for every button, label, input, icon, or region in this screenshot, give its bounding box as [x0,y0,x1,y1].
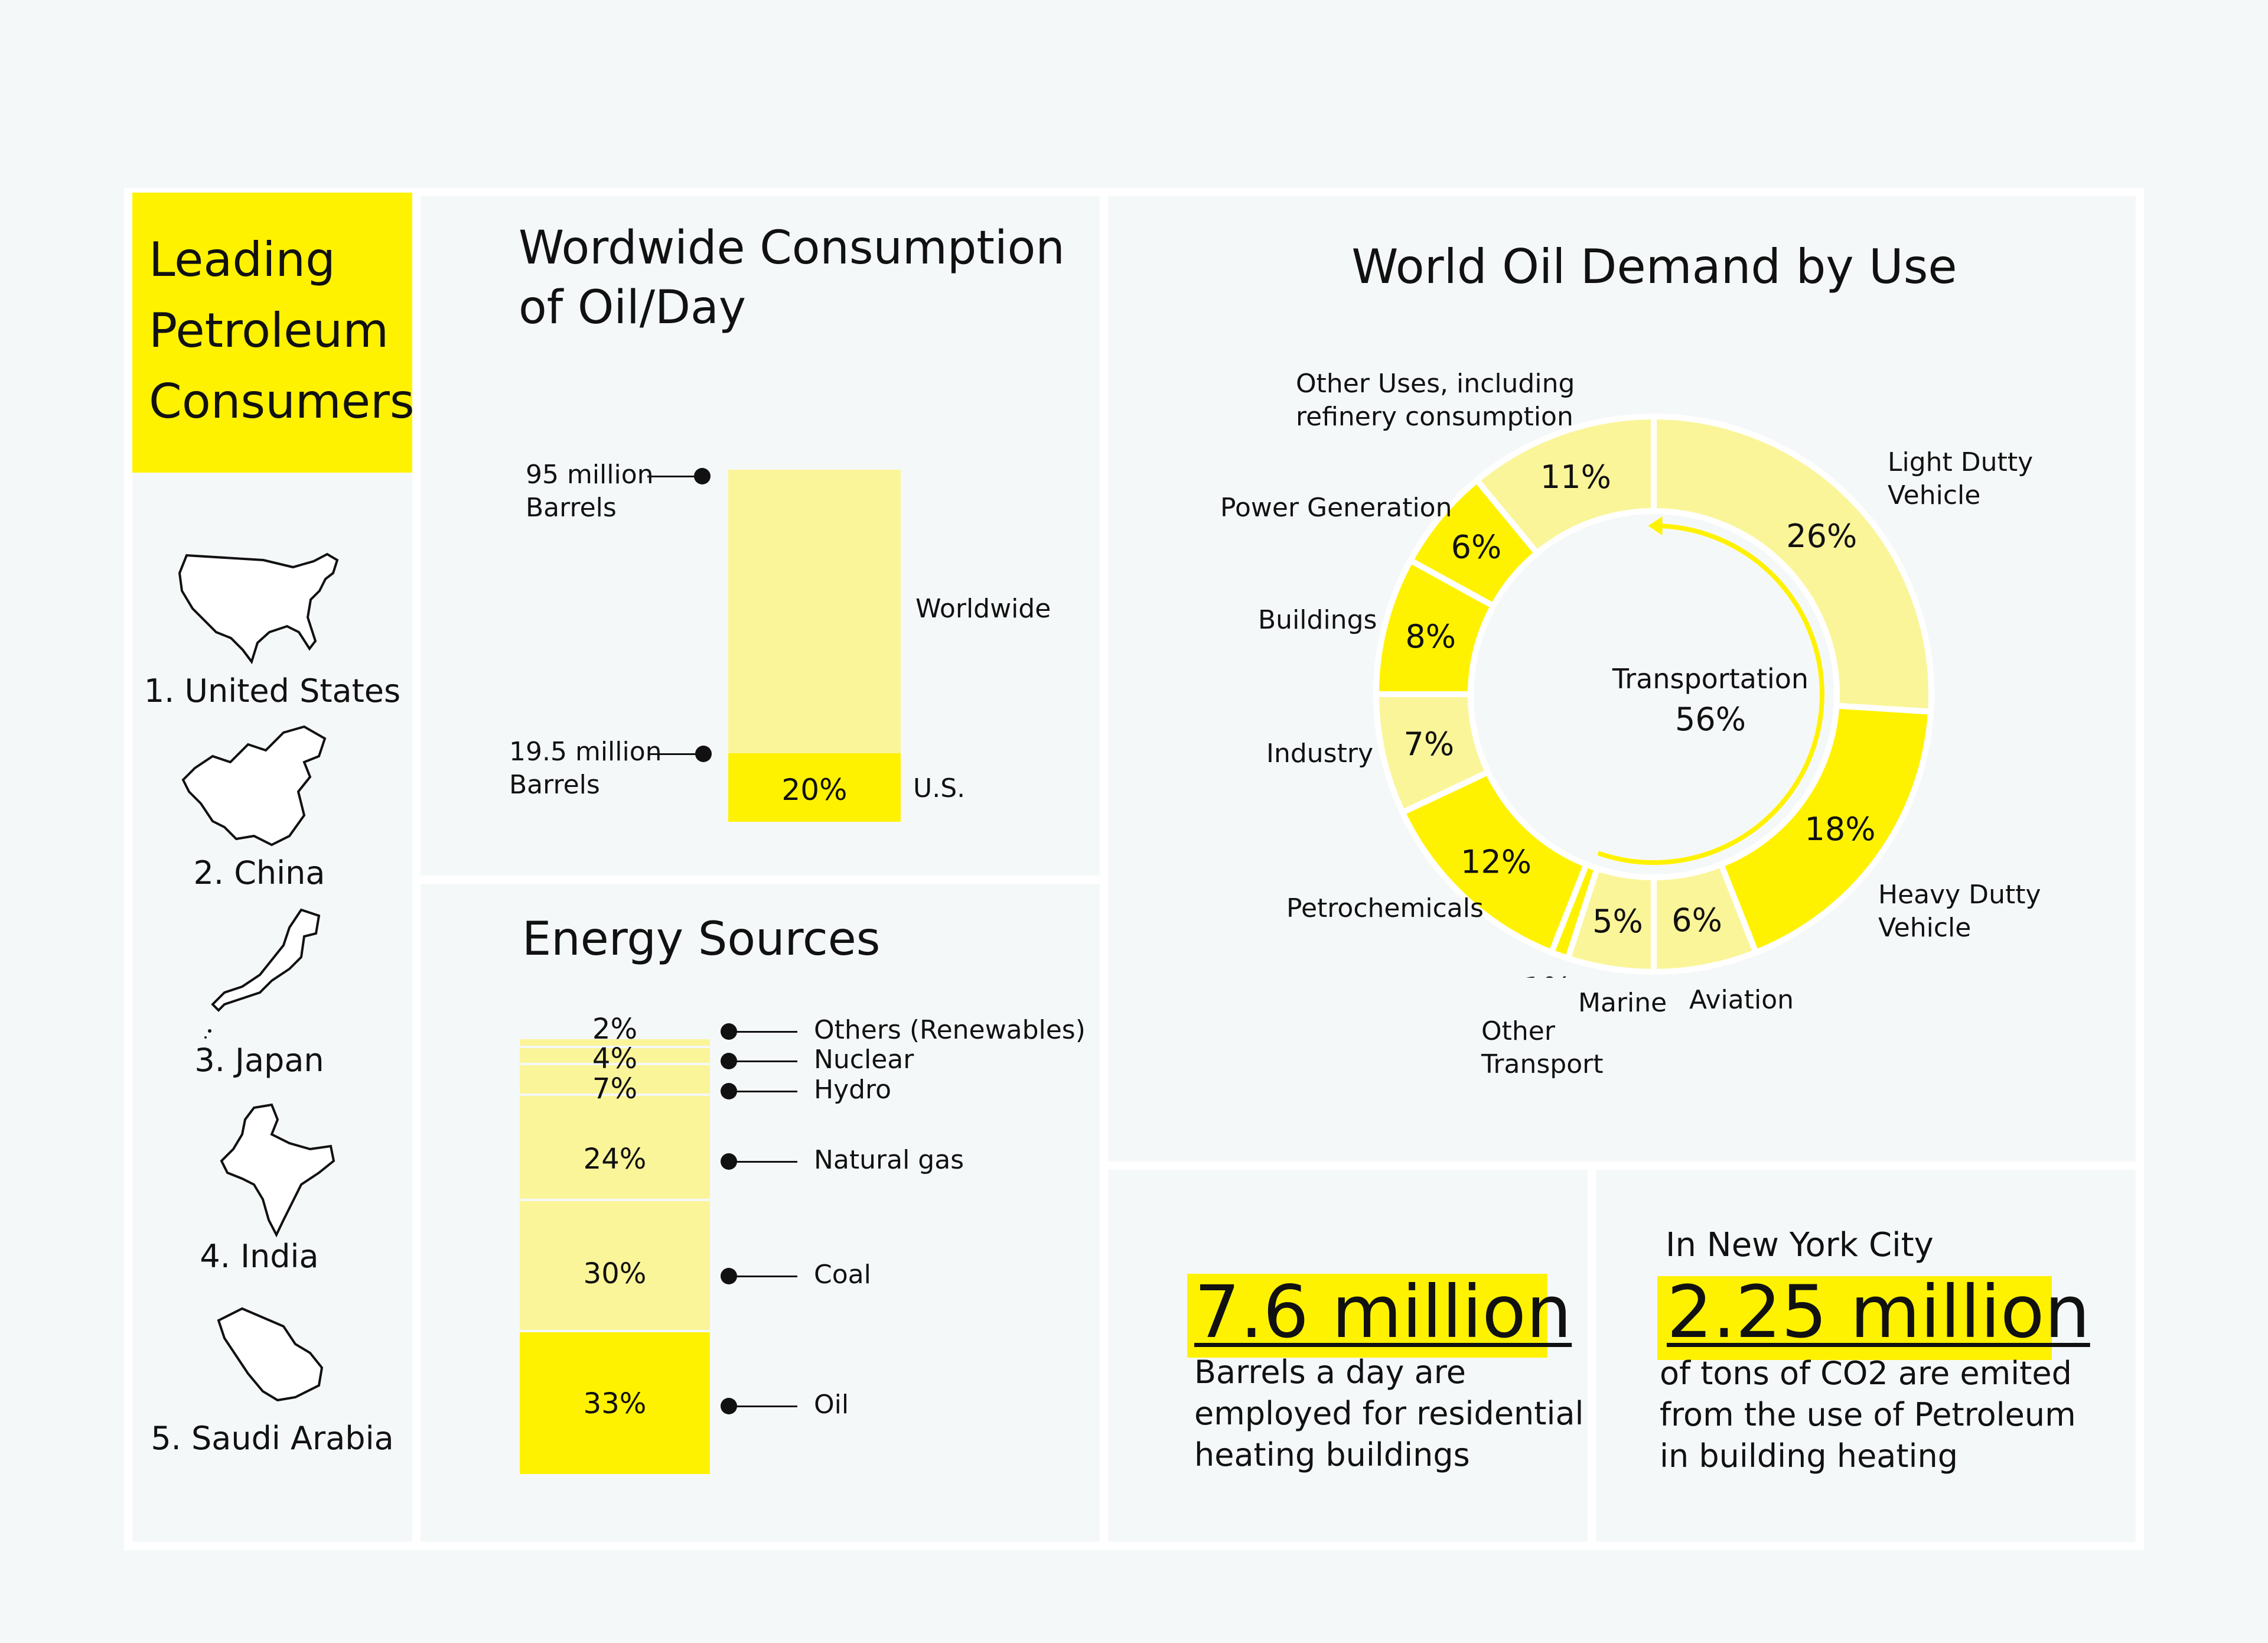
consumer-rank-5: 5. Saudi Arabia [151,1420,394,1457]
label-light-duty: Light Dutty Vehicle [1888,447,2034,511]
consumer-rank-3: 3. Japan [194,1042,324,1079]
energy-legend-label: Oil [814,1390,849,1420]
stat-nyc-highlight [1657,1276,2052,1360]
donut-slice-petrochemicals [1399,768,1591,956]
stat-residential-highlight [1187,1274,1547,1358]
consumers-title-box [132,193,412,473]
donut-slice-marine [1564,864,1657,975]
us-bar [728,753,901,822]
label-power-generation: Power Generation [1220,493,1452,523]
us-leader-dot [695,746,712,762]
label-marine: Marine [1578,988,1667,1018]
divider-right-horizontal [1100,1162,2144,1170]
energy-segment-nuclear [520,1047,710,1063]
energy-segment-value: 24% [583,1143,647,1176]
label-petrochemicals: Petrochemicals [1286,893,1484,923]
transportation-center-label: Transportation [1612,663,1809,695]
worldwide-annotation: 95 million Barrels [526,460,654,523]
energy-segment-coal [520,1200,710,1330]
demand-donut-chart: 26% 18% 6% 5% 1% 12% 7% 8% 6% 11% [1373,413,1934,978]
worldwide-category-label: Worldwide [915,594,1051,624]
energy-leader-line [732,1091,797,1092]
label-heavy-duty: Heavy Dutty Vehicle [1878,880,2041,943]
stat-residential-number: 7.6 million [1194,1270,1572,1354]
india-map-icon [220,1103,335,1238]
energy-segment-natural-gas [520,1096,710,1199]
energy-segment-value: 7% [592,1072,638,1105]
divider-left [412,188,421,1550]
donut-slice-value: 5% [1592,903,1643,940]
label-other-uses: Other Uses, including refinery consumpti… [1296,369,1575,432]
consumption-title: Wordwide Consumption of Oil/Day [519,222,1065,335]
worldwide-bar [728,470,901,753]
energy-legend-label: Hydro [814,1075,892,1105]
consumer-rank-4: 4. India [200,1238,319,1275]
energy-leader-line [732,1276,797,1277]
stat-nyc-text: of tons of CO2 are emited from the use o… [1660,1355,2076,1475]
us-category-label: U.S. [913,773,966,803]
stat-nyc-number: 2.25 million [1667,1270,2090,1354]
donut-slice-buildings [1373,556,1498,697]
donut-slice-value: 7% [1404,725,1455,763]
label-buildings: Buildings [1258,605,1377,635]
energy-segment-hydro [520,1065,710,1094]
energy-title: Energy Sources [522,913,881,966]
energy-leader-line [732,1161,797,1163]
energy-segment-oil [520,1332,710,1474]
china-map-icon [181,725,327,847]
energy-leader-line [732,1406,797,1407]
consumer-rank-2: 2. China [193,854,325,892]
energy-segment-value: 30% [583,1257,647,1290]
divider-center-horizontal [412,876,1103,884]
donut-slice-value: 11% [1540,458,1611,496]
label-industry: Industry [1266,738,1373,769]
us-annotation: 19.5 million Barrels [509,737,662,801]
stat-residential-text: Barrels a day are employed for residenti… [1194,1354,1584,1474]
energy-segment-value: 2% [592,1013,638,1046]
donut-slice-value: 1% [1522,971,1573,978]
stat-nyc-heading: In New York City [1666,1226,1934,1264]
energy-leader-line [732,1060,797,1062]
donut-slice-value: 6% [1451,528,1502,565]
donut-slice-value: 6% [1671,902,1722,939]
energy-segment-value: 4% [592,1042,638,1075]
energy-legend-label: Coal [814,1260,871,1290]
energy-legend-label: Others (Renewables) [814,1015,1086,1045]
saudi-arabia-map-icon [217,1307,324,1402]
demand-title: World Oil Demand by Use [1351,239,1957,294]
japan-map-icon [204,908,321,1039]
donut-slice-light-dutty-vehicle [1651,413,1934,715]
worldwide-leader-line [647,476,702,477]
divider-middle [1100,188,1108,1550]
donut-slice-value: 18% [1805,811,1876,848]
worldwide-leader-dot [694,468,711,484]
divider-bottom-stats [1588,1162,1596,1550]
donut-slice-heavy-dutty-vehicle [1717,702,1934,956]
usa-map-icon [178,552,339,665]
consumers-title: Leading Petroleum Consumers [149,232,415,429]
donut-slice-value: 12% [1461,843,1531,880]
donut-slice-value: 26% [1786,518,1857,555]
consumer-rank-1: 1. United States [144,672,401,710]
label-aviation: Aviation [1689,985,1794,1015]
transportation-center-value: 56% [1674,701,1746,738]
us-share-label: 20% [781,773,848,807]
transportation-arrow-arc [1597,523,1824,865]
donut-slice-value: 8% [1405,618,1456,655]
infographic-frame [124,188,2144,1550]
us-leader-line [650,753,702,755]
label-other-transport: Other Transport [1481,1016,1604,1080]
energy-segment-value: 33% [583,1387,647,1420]
energy-segment-others-renewables [520,1039,710,1046]
energy-legend-label: Natural gas [814,1145,964,1175]
energy-legend-label: Nuclear [814,1045,914,1075]
energy-leader-line [732,1031,797,1033]
transportation-arrow-head [1648,516,1663,536]
